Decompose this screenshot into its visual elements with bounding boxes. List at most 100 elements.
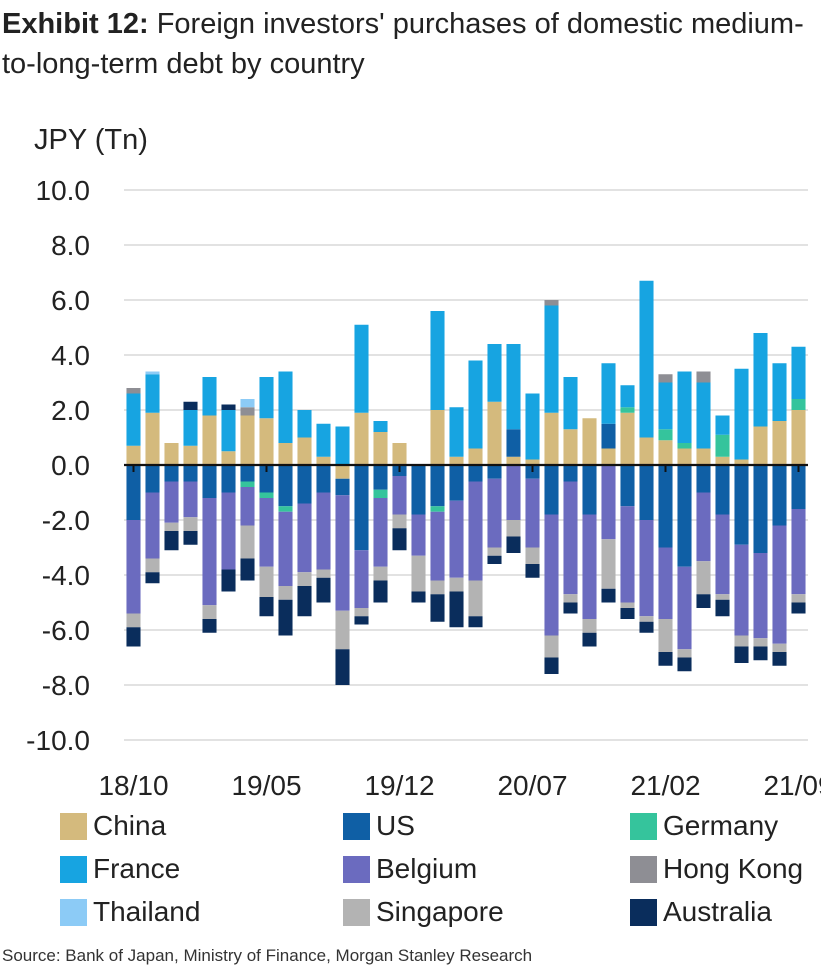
bar-segment-singapore [525, 547, 540, 564]
bar-segment-us [791, 465, 806, 509]
bar-segment-germany [677, 443, 692, 449]
bar-segment-china [240, 415, 255, 465]
y-tick-label: -8.0 [42, 670, 90, 701]
bar-segment-france [639, 280, 654, 438]
bar-segment-france [354, 324, 369, 413]
bar-segment-hong-kong [658, 374, 673, 383]
bar-segment-hong-kong [544, 300, 559, 306]
bar-segment-australia [202, 619, 217, 633]
bar-segment-australia [791, 602, 806, 614]
bar-segment-france [221, 410, 236, 452]
bar-segment-australia [316, 577, 331, 603]
bar-segment-thailand [240, 399, 255, 408]
bar-segment-china [259, 418, 274, 465]
x-axis-tick-labels: 18/10 19/05 19/12 20/07 21/02 21/09 [98, 770, 821, 801]
bar-segment-germany [278, 506, 293, 512]
bar-segment-australia [639, 621, 654, 633]
bar-segment-australia [506, 536, 521, 553]
bar-segment-us [563, 465, 578, 482]
bar-segment-us [658, 465, 673, 548]
bar-segment-belgium [221, 492, 236, 570]
bar-segment-belgium [145, 492, 160, 559]
bar-segment-belgium [335, 495, 350, 611]
bar-segment-france [183, 410, 198, 446]
y-tick-label: 2.0 [51, 395, 90, 426]
bar-segment-belgium [183, 481, 198, 518]
legend-swatch [60, 855, 87, 883]
bar-segment-singapore [392, 514, 407, 529]
bar-segment-china [430, 410, 445, 465]
bar-segment-belgium [449, 500, 464, 578]
legend-swatch [630, 812, 657, 840]
bar-segment-belgium [620, 506, 635, 603]
x-tick-label: 19/12 [364, 770, 434, 801]
bar-segment-australia [392, 528, 407, 551]
bar-segment-belgium [791, 509, 806, 595]
y-tick-label: 10.0 [36, 175, 91, 206]
bar-segment-australia [715, 599, 730, 617]
legend-swatch [343, 898, 370, 926]
bar-segment-australia [183, 401, 198, 410]
legend-label: Thailand [93, 896, 201, 927]
bar-segment-singapore [145, 558, 160, 573]
bar-segment-china [544, 412, 559, 465]
bar-segment-china [468, 448, 483, 465]
bar-segment-china [563, 429, 578, 465]
bar-segment-france [791, 346, 806, 399]
bar-segment-australia [525, 564, 540, 578]
bar-segment-australia [772, 652, 787, 666]
legend-item-us: US [343, 808, 415, 844]
bar-segment-australia [468, 616, 483, 628]
bar-segment-china [278, 443, 293, 465]
bar-segment-us [145, 465, 160, 493]
bar-segment-singapore [677, 649, 692, 658]
bar-segment-us [639, 465, 654, 520]
bar-segment-singapore [335, 610, 350, 650]
bar-segment-belgium [525, 478, 540, 548]
bar-segment-france [506, 344, 521, 430]
bar-segment-singapore [487, 547, 502, 556]
bar-segment-germany [373, 489, 388, 498]
bar-segment-us [183, 465, 198, 482]
legend-swatch [343, 855, 370, 883]
y-tick-label: -2.0 [42, 505, 90, 536]
bar-segment-australia [734, 646, 749, 663]
bar-segment-us [449, 465, 464, 501]
bar-segment-belgium [506, 465, 521, 520]
bar-segment-belgium [563, 481, 578, 595]
bar-segment-france [259, 377, 274, 419]
bar-segment-us [677, 465, 692, 567]
bar-segment-france [145, 374, 160, 413]
y-axis-tick-labels: 10.0 8.0 6.0 4.0 2.0 0.0 -2.0 -4.0 -6.0 -8.0 -10.0 [26, 175, 90, 756]
bar-segment-us [335, 478, 350, 496]
x-tick-label: 21/02 [630, 770, 700, 801]
bar-segment-singapore [658, 619, 673, 652]
bar-segment-france [468, 360, 483, 449]
bar-segment-singapore [430, 580, 445, 595]
bar-segment-hong-kong [240, 407, 255, 416]
bar-segment-australia [145, 572, 160, 584]
bar-segment-singapore [164, 522, 179, 531]
bar-segment-france [563, 377, 578, 430]
bar-segment-singapore [126, 613, 141, 628]
bar-segment-belgium [430, 511, 445, 581]
legend-item-singapore: Singapore [343, 894, 504, 930]
bar-segment-france [335, 426, 350, 465]
bar-segment-belgium [259, 498, 274, 567]
bar-segment-china [316, 456, 331, 465]
legend-label: Singapore [376, 896, 504, 927]
bar-segment-australia [373, 580, 388, 603]
legend-item-thailand: Thailand [60, 894, 200, 930]
bar-segment-belgium [582, 514, 597, 619]
bar-segment-singapore [734, 635, 749, 647]
y-tick-label: 6.0 [51, 285, 90, 316]
bar-segment-belgium [487, 478, 502, 548]
bar-segment-belgium [202, 498, 217, 606]
bar-segment-belgium [715, 514, 730, 595]
bar-segment-australia [354, 616, 369, 625]
bar-segment-us [354, 465, 369, 551]
stacked-bar-chart: 10.0 8.0 6.0 4.0 2.0 0.0 -2.0 -4.0 -6.0 -8.0 -10.0… [26, 124, 821, 801]
bar-segment-france [126, 393, 141, 446]
legend-swatch [60, 812, 87, 840]
bar-segment-australia [183, 531, 198, 545]
